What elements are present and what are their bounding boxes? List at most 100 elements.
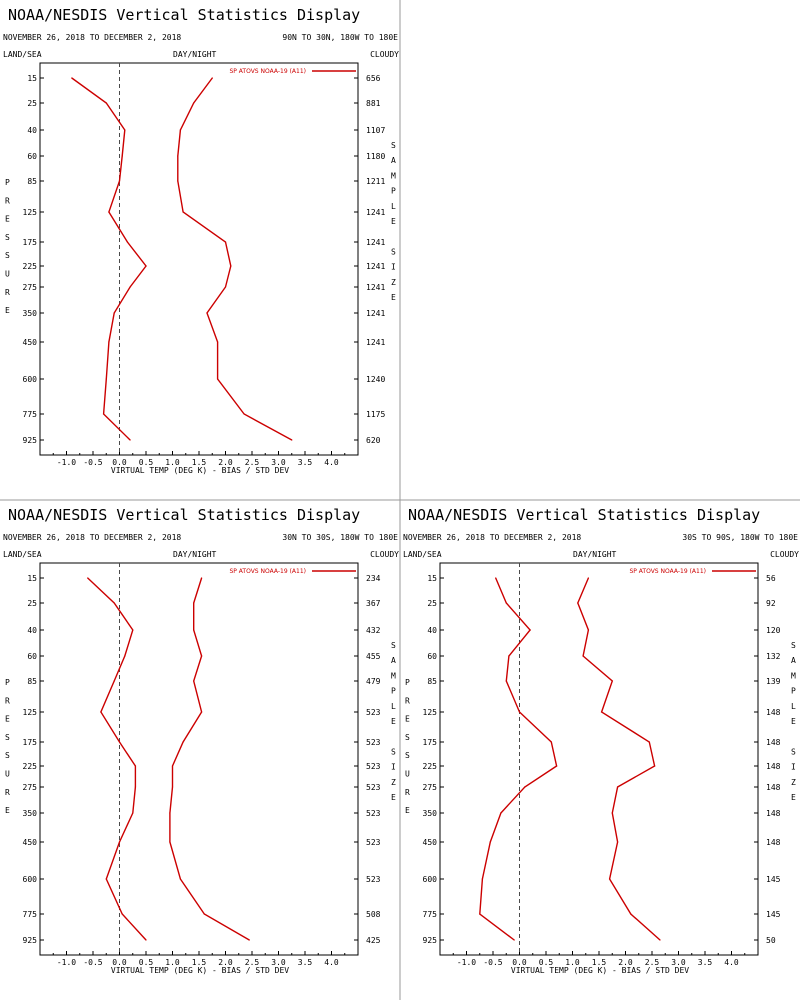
x-tick-label: 2.5	[645, 958, 660, 967]
x-tick-label: 1.0	[165, 458, 180, 467]
sample-size-label-letter: P	[391, 187, 396, 196]
sample-size-value: 523	[366, 762, 381, 771]
y-axis-label-letter: R	[5, 788, 10, 797]
bias-point	[105, 878, 107, 880]
sample-size-value: 132	[766, 652, 781, 661]
x-tick-label: 2.0	[218, 958, 233, 967]
pressure-level-label: 40	[27, 126, 37, 135]
x-tick-label: 0.5	[539, 958, 554, 967]
sample-size-label-letter: L	[391, 702, 396, 711]
legend-entry: SP ATOVS NOAA-19 (A11)	[229, 568, 306, 575]
y-axis-label-letter: S	[5, 733, 10, 742]
y-axis-label-letter: R	[5, 288, 10, 297]
pressure-level-label: 275	[23, 283, 38, 292]
bias-point	[481, 878, 483, 880]
pressure-level-label: 125	[23, 208, 38, 217]
bias-line	[87, 577, 147, 941]
sample-size-value: 56	[766, 574, 776, 583]
std-dev-point	[179, 878, 181, 880]
bias-point	[118, 741, 121, 743]
sample-size-value: 148	[766, 762, 781, 771]
x-tick-label: 0.0	[112, 958, 127, 967]
std-dev-point	[291, 439, 293, 441]
panel-title: NOAA/NESDIS Vertical Statistics Display	[8, 6, 360, 24]
land-sea-label: LAND/SEA	[403, 550, 442, 559]
sample-size-value: 145	[766, 875, 781, 884]
std-dev-point	[171, 765, 174, 767]
y-axis-label-letter: S	[5, 751, 10, 760]
x-tick-label: 3.5	[298, 958, 313, 967]
bias-point	[71, 77, 73, 79]
std-dev-point	[577, 602, 579, 604]
std-dev-point	[211, 77, 213, 79]
sample-size-value: 148	[766, 708, 781, 717]
sample-size-label-letter: S	[391, 747, 396, 756]
std-dev-point	[201, 711, 203, 713]
sample-size-label-letter: S	[391, 141, 396, 150]
x-tick-label: 0.0	[112, 458, 127, 467]
pressure-level-label: 125	[423, 708, 438, 717]
x-tick-label: 0.0	[512, 958, 527, 967]
std-dev-point	[617, 786, 619, 788]
y-axis-label-letter: E	[5, 215, 10, 224]
bias-point	[500, 812, 502, 814]
x-tick-label: 3.5	[698, 958, 713, 967]
region-label: 30N TO 30S, 180W TO 180E	[282, 533, 398, 542]
plot-frame	[439, 562, 759, 956]
bias-point	[103, 413, 105, 415]
sample-size-value: 148	[766, 783, 781, 792]
sample-size-value: 234	[366, 574, 381, 583]
y-axis-label-letter: U	[5, 270, 10, 279]
sample-size-value: 1241	[366, 309, 385, 318]
sample-size-value: 455	[366, 652, 381, 661]
x-tick-label: 1.0	[165, 958, 180, 967]
bias-point	[108, 341, 110, 343]
cloudy-label: CLOUDY	[370, 50, 399, 59]
sample-size-label-letter: A	[391, 156, 396, 165]
bias-point	[479, 913, 481, 915]
bias-point	[529, 629, 531, 631]
std-dev-point	[193, 602, 195, 604]
y-axis-label-letter: P	[5, 178, 10, 187]
y-axis-label-letter: E	[405, 806, 410, 815]
bias-point	[518, 711, 521, 713]
std-dev-line	[577, 577, 661, 941]
pressure-level-label: 600	[423, 875, 438, 884]
std-dev-point	[177, 155, 179, 157]
std-dev-point	[206, 312, 208, 314]
sample-size-value: 1107	[366, 126, 385, 135]
sample-size-label-letter: L	[791, 702, 796, 711]
day-night-label: DAY/NIGHT	[573, 550, 617, 559]
x-tick-label: 2.5	[245, 458, 260, 467]
x-axis-label: VIRTUAL TEMP (DEG K) - BIAS / STD DEV	[111, 466, 289, 475]
std-dev-point	[243, 413, 245, 415]
std-dev-point	[217, 378, 219, 380]
panel-title: NOAA/NESDIS Vertical Statistics Display	[8, 506, 360, 524]
sample-size-value: 1241	[366, 208, 385, 217]
pressure-level-label: 225	[23, 762, 38, 771]
x-tick-label: 1.5	[592, 958, 607, 967]
sample-size-label-letter: S	[791, 747, 796, 756]
pressure-level-label: 85	[27, 677, 37, 686]
std-dev-point	[169, 812, 171, 814]
bias-point	[121, 913, 123, 915]
day-night-label: DAY/NIGHT	[173, 550, 217, 559]
pressure-level-label: 15	[427, 574, 437, 583]
bias-point	[129, 286, 131, 288]
sample-size-value: 523	[366, 783, 381, 792]
legend-entry: SP ATOVS NOAA-19 (A11)	[629, 568, 706, 575]
pressure-level-label: 25	[427, 599, 437, 608]
std-dev-point	[182, 211, 184, 213]
sample-size-value: 523	[366, 875, 381, 884]
std-dev-point	[217, 341, 219, 343]
bias-point	[105, 102, 107, 104]
pressure-level-label: 350	[23, 809, 38, 818]
pressure-level-label: 350	[423, 809, 438, 818]
y-axis-label-letter: U	[405, 770, 410, 779]
sample-size-value: 1180	[366, 152, 385, 161]
region-label: 90N TO 30N, 180W TO 180E	[282, 33, 398, 42]
bias-point	[505, 680, 507, 682]
y-axis-label-letter: E	[405, 715, 410, 724]
sample-size-label-letter: E	[391, 293, 396, 302]
sample-size-value: 479	[366, 677, 381, 686]
